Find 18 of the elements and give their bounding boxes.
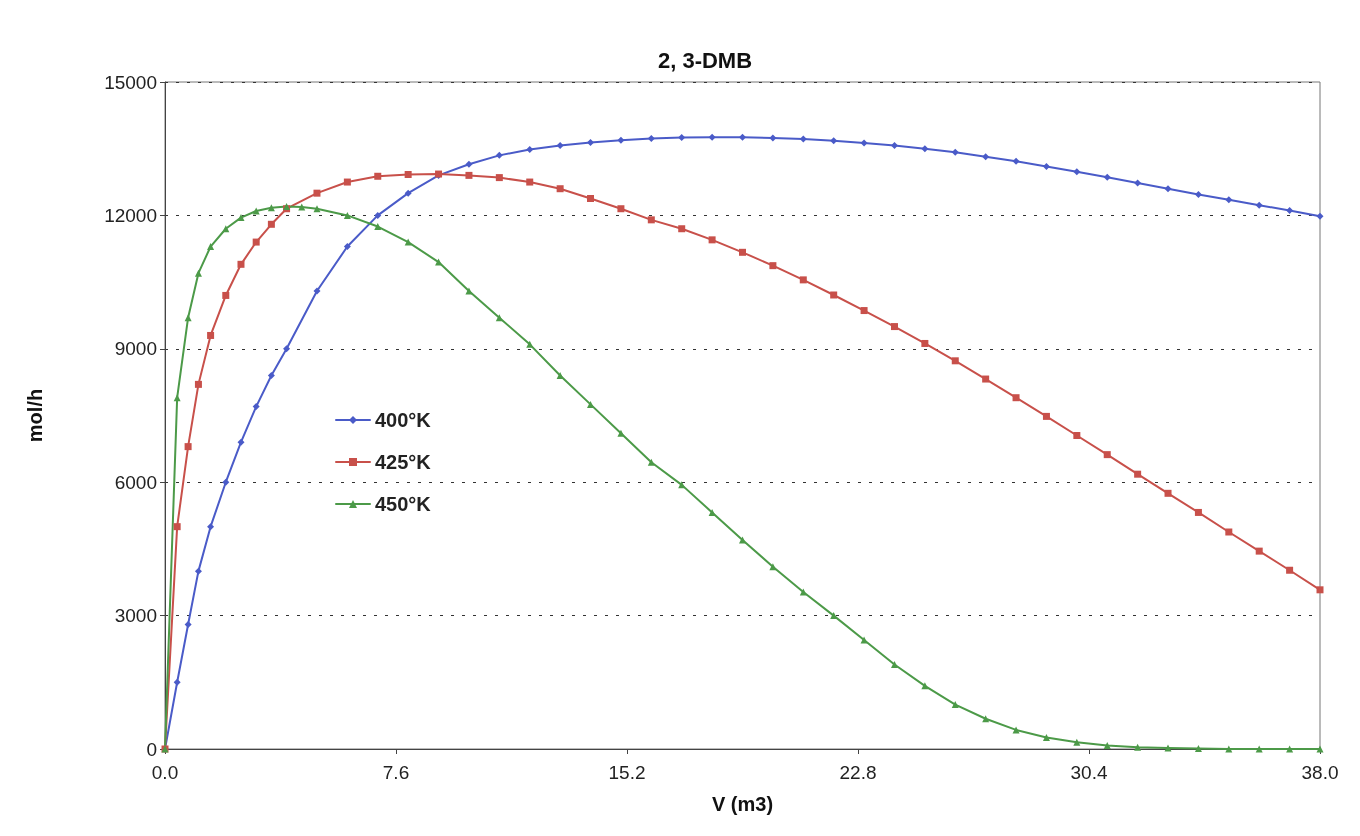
y-tick-label: 3000 <box>114 605 157 627</box>
x-tick-label: 15.2 <box>608 762 646 783</box>
x-axis-title: V (m3) <box>711 793 774 815</box>
x-tick-label: 7.6 <box>382 762 410 783</box>
chart-title: 2, 3-DMB <box>657 47 753 73</box>
y-tick-label: 9000 <box>114 338 157 360</box>
x-tick-label: 30.4 <box>1070 762 1108 783</box>
y-tick-label: 15000 <box>104 71 157 93</box>
x-tick-label: 22.8 <box>839 762 877 783</box>
legend-label: 400°K <box>375 409 432 431</box>
x-tick-label: 0.0 <box>151 762 179 783</box>
legend-label: 450°K <box>375 493 432 515</box>
x-tick-label: 38.0 <box>1301 762 1339 783</box>
y-tick-label: 6000 <box>114 471 157 493</box>
y-tick-label: 0 <box>146 738 157 760</box>
y-axis-title: mol/h <box>24 388 46 443</box>
y-tick-label: 12000 <box>104 204 157 226</box>
legend-label: 425°K <box>375 451 432 473</box>
